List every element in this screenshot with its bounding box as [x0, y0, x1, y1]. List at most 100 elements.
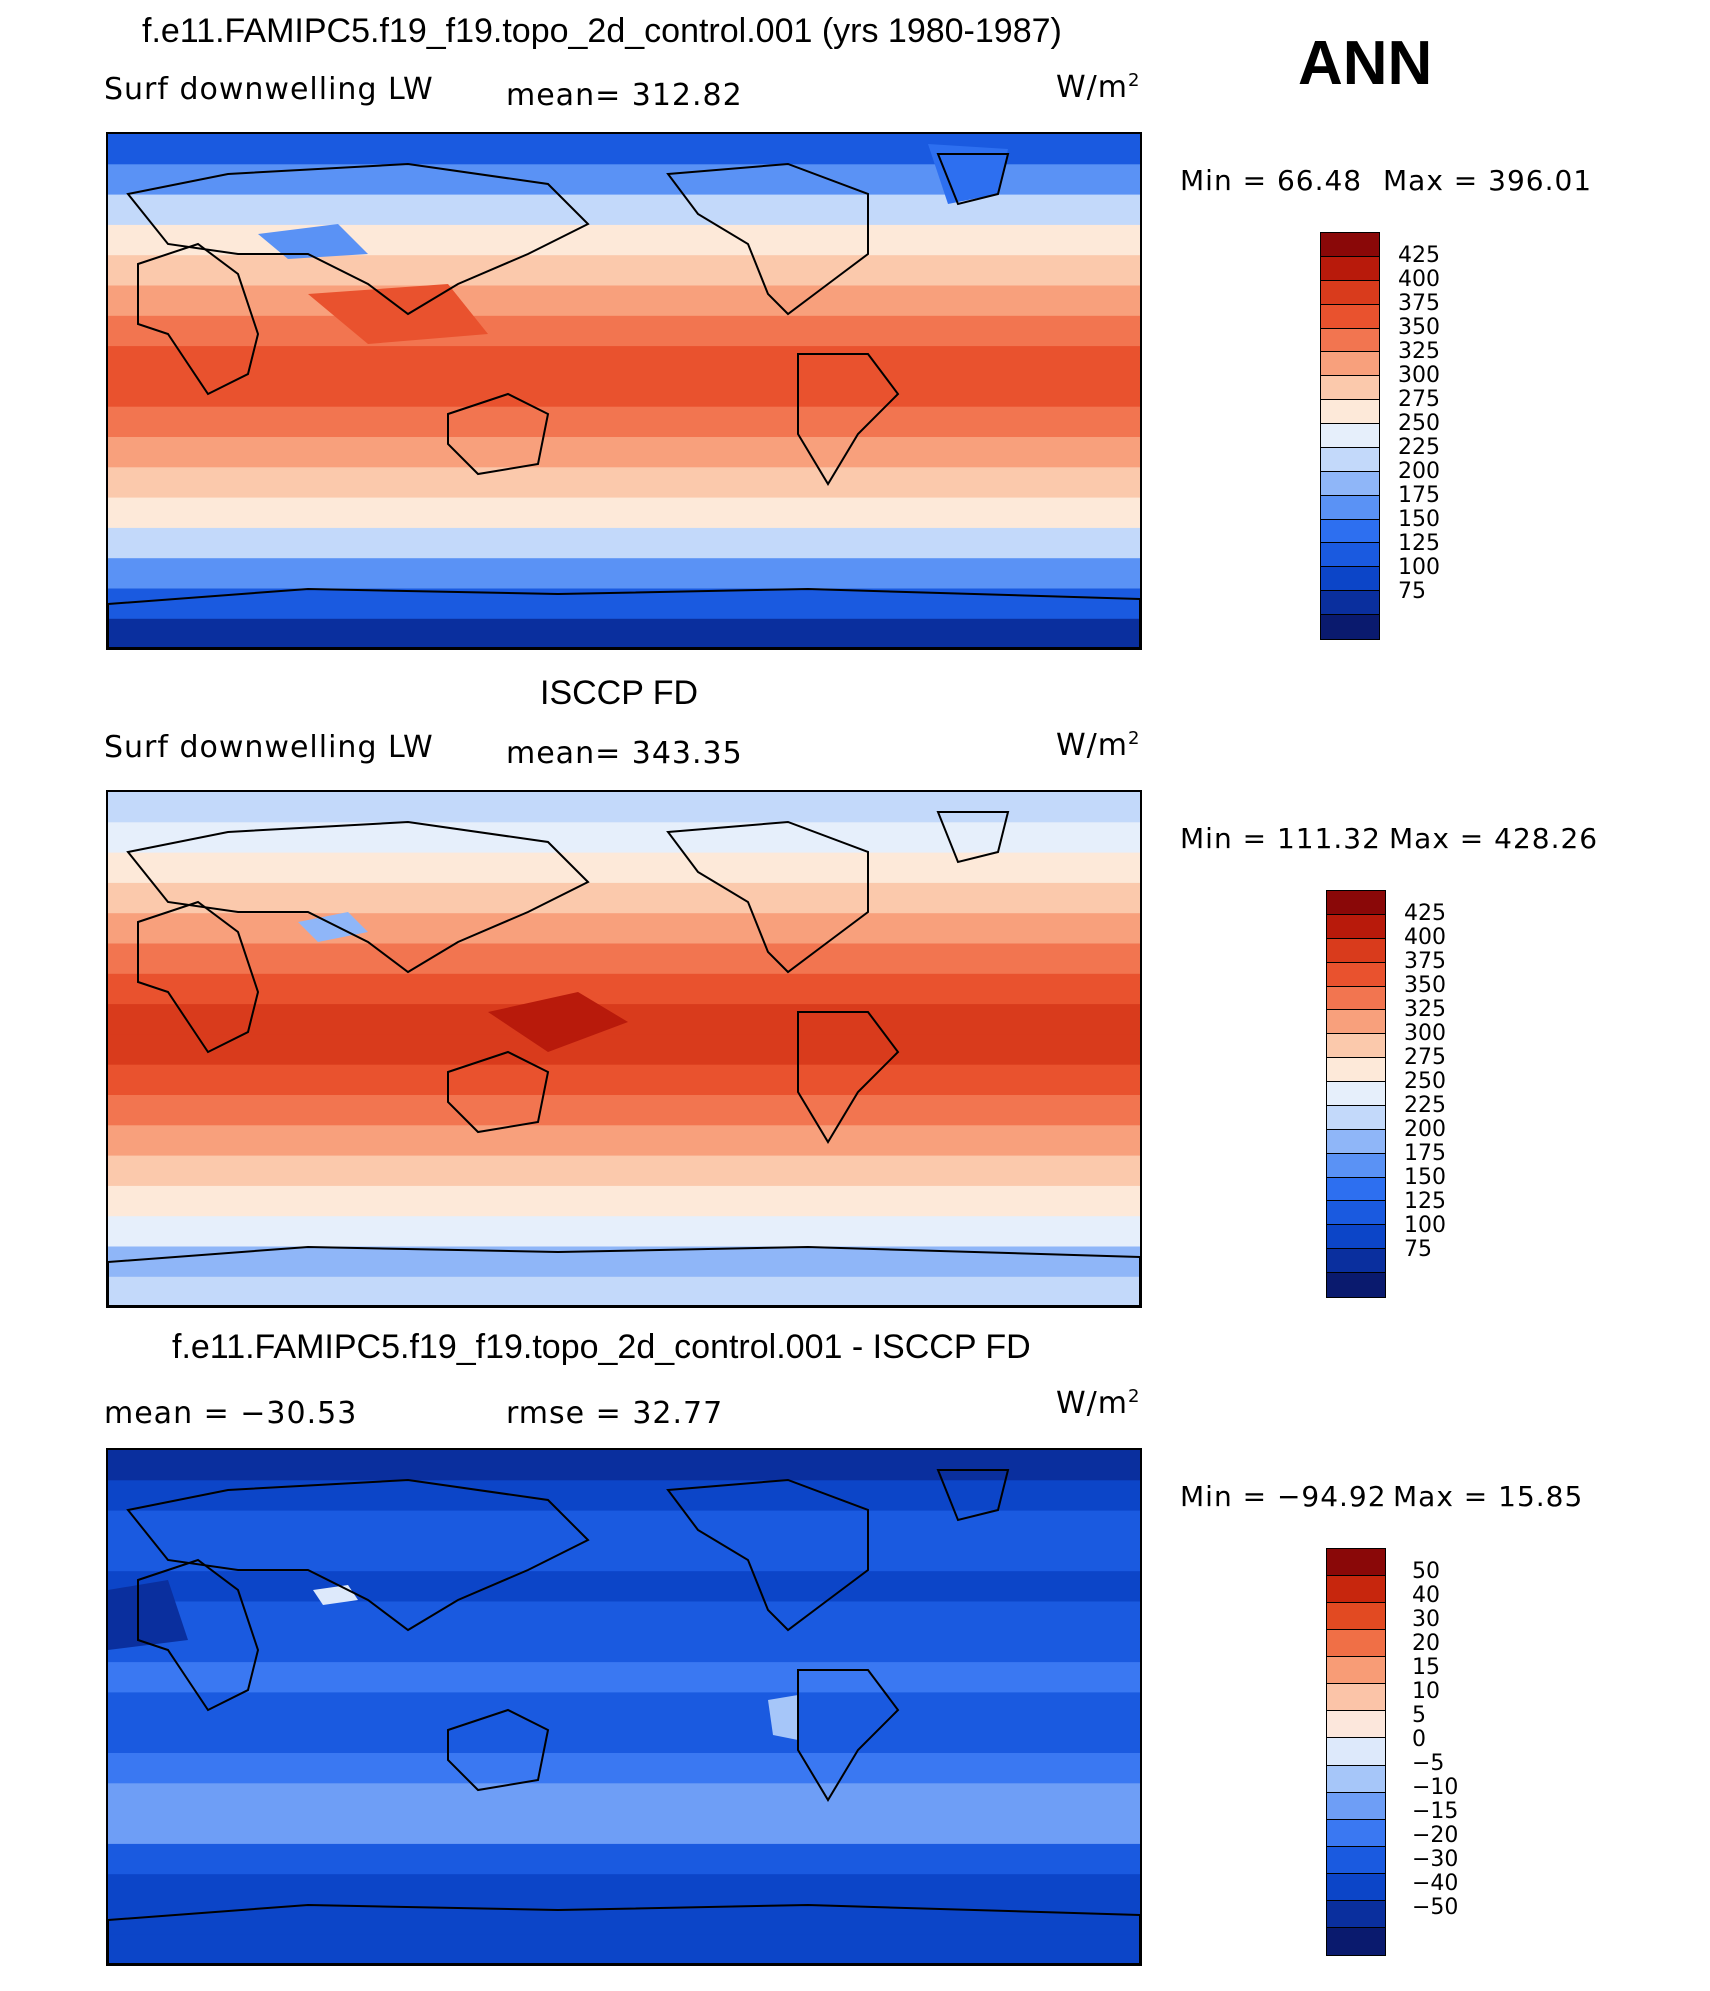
colorbar-label: 250: [1398, 411, 1440, 436]
field-band: [108, 1480, 1140, 1512]
panel-3-title: f.e11.FAMIPC5.f19_f19.topo_2d_control.00…: [172, 1328, 1031, 1366]
field-band: [108, 1125, 1140, 1157]
colorbar-box: [1321, 280, 1379, 305]
colorbar-label: −40: [1412, 1871, 1459, 1896]
coastline: [936, 1469, 1010, 1522]
field-band: [108, 1510, 1140, 1542]
field-band: [108, 1155, 1140, 1187]
colorbar-box: [1327, 1129, 1385, 1154]
colorbar-label: −15: [1412, 1799, 1459, 1824]
field-band: [108, 1753, 1140, 1784]
colorbar-label: 225: [1404, 1093, 1446, 1118]
panel-3-max: Max = 15.85: [1393, 1480, 1584, 1513]
field-band: [108, 497, 1140, 529]
colorbar-box: [1327, 1177, 1385, 1202]
colorbar-label: −10: [1412, 1775, 1459, 1800]
colorbar-box: [1327, 1010, 1385, 1035]
colorbar-label: 350: [1398, 315, 1440, 340]
colorbar-box: [1321, 471, 1379, 496]
field-band: [108, 943, 1140, 975]
field-band: [108, 1571, 1140, 1603]
colorbar-box: [1321, 233, 1379, 257]
coastline: [126, 1478, 590, 1632]
colorbar-box: [1327, 891, 1385, 915]
colorbar-label: 30: [1412, 1607, 1440, 1632]
colorbar-box: [1327, 962, 1385, 987]
panel-1-min: Min = 66.48: [1180, 164, 1363, 197]
colorbar-box: [1327, 1201, 1385, 1226]
colorbar-box: [1327, 986, 1385, 1011]
colorbar-label: 275: [1404, 1045, 1446, 1070]
colorbar-box: [1321, 400, 1379, 424]
coastline: [936, 811, 1010, 864]
colorbar-box: [1327, 1738, 1385, 1766]
coastline: [447, 392, 550, 476]
colorbar-label: 200: [1404, 1117, 1446, 1142]
field-band: [108, 467, 1140, 499]
field-band: [108, 1276, 1140, 1306]
field-band: [108, 1216, 1140, 1248]
field-band: [108, 1004, 1140, 1036]
colorbar-label: 200: [1398, 459, 1440, 484]
colorbar-box: [1327, 1105, 1385, 1130]
field-band: [108, 792, 1140, 823]
colorbar-label: 300: [1398, 363, 1440, 388]
colorbar-box: [1327, 1058, 1385, 1082]
field-patch: [298, 912, 368, 942]
coastline: [447, 1708, 550, 1792]
colorbar-label: −30: [1412, 1847, 1459, 1872]
field-band: [108, 618, 1140, 648]
coastline: [666, 162, 869, 316]
colorbar-label: 425: [1398, 243, 1440, 268]
field-band: [108, 1934, 1140, 1964]
colorbar-box: [1327, 1249, 1385, 1273]
field-patch: [258, 224, 368, 259]
field-patch: [768, 1695, 798, 1740]
field-band: [108, 882, 1140, 914]
colorbar-box: [1327, 938, 1385, 963]
panel-3-rmse-label: rmse = 32.77: [506, 1396, 724, 1431]
colorbar-box: [1327, 1711, 1385, 1739]
panel-3-map: [106, 1448, 1142, 1966]
colorbar-label: 100: [1398, 555, 1440, 580]
colorbar-box: [1327, 914, 1385, 939]
field-patch: [308, 284, 488, 344]
coastline: [108, 1245, 1140, 1306]
field-band: [108, 224, 1140, 256]
colorbar-label: 40: [1412, 1583, 1440, 1608]
colorbar-box: [1327, 1603, 1385, 1631]
colorbar-label: 225: [1398, 435, 1440, 460]
panel-2-title: ISCCP FD: [540, 674, 699, 712]
colorbar-box: [1327, 1576, 1385, 1604]
panel-2-colorbar-labels: 425 400 375 350 325 300 275 250 225 200 175 150 125 1…: [1404, 890, 1464, 1298]
colorbar-label: 0: [1412, 1727, 1426, 1752]
coastline: [447, 1050, 550, 1134]
panel-2-map: [106, 790, 1142, 1308]
colorbar-box: [1327, 1657, 1385, 1685]
field-band: [108, 1064, 1140, 1096]
colorbar-label: 175: [1398, 483, 1440, 508]
panel-1-colorbar: [1320, 232, 1380, 640]
colorbar-box: [1327, 1765, 1385, 1793]
colorbar-box: [1321, 543, 1379, 568]
field-band: [108, 346, 1140, 378]
panel-2-mean-label: mean= 343.35: [506, 736, 743, 771]
panel-2-colorbar: [1326, 890, 1386, 1298]
colorbar-box: [1327, 1549, 1385, 1577]
colorbar-label: 5: [1412, 1703, 1426, 1728]
field-band: [108, 913, 1140, 945]
field-patch: [928, 144, 1008, 204]
coastline: [666, 1478, 869, 1632]
colorbar-label: 50: [1412, 1559, 1440, 1584]
field-patch: [108, 1580, 188, 1650]
coastline: [137, 242, 260, 396]
field-band: [108, 1450, 1140, 1481]
colorbar-label: −20: [1412, 1823, 1459, 1848]
colorbar-label: 10: [1412, 1679, 1440, 1704]
coastline: [137, 900, 260, 1054]
coastline: [108, 587, 1140, 648]
coastline: [108, 1903, 1140, 1964]
colorbar-box: [1327, 1846, 1385, 1874]
field-band: [108, 1601, 1140, 1633]
colorbar-label: 400: [1404, 925, 1446, 950]
